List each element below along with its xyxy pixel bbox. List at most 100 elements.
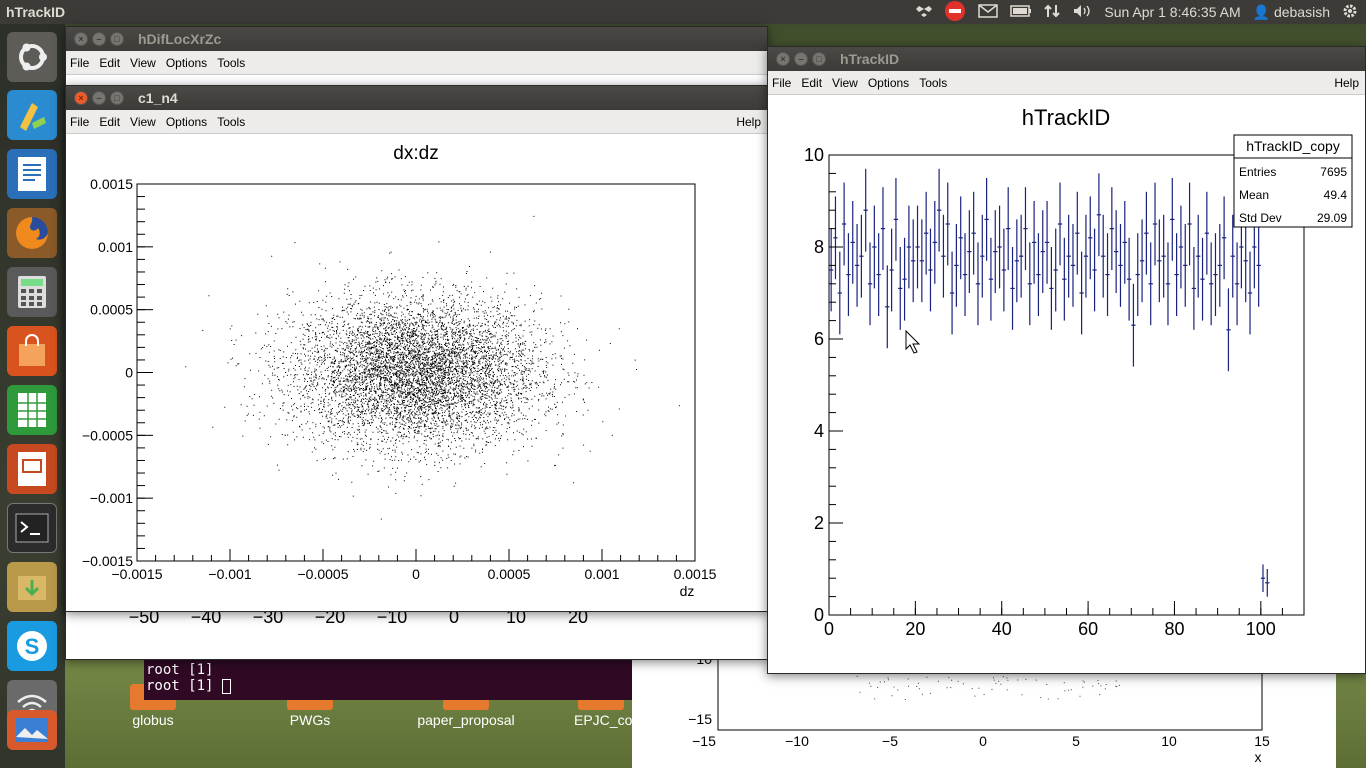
titlebar[interactable]: × – □ c1_n4 <box>66 86 767 110</box>
window-c1-n4[interactable]: × – □ c1_n4 File Edit View Options Tools H… <box>65 85 768 612</box>
y-tick-label: −0.001 <box>90 490 133 506</box>
stats-box[interactable]: hTrackID_copy Entries 7695 Mean 49.4 Std… <box>1233 134 1353 228</box>
histogram-bin <box>859 214 864 298</box>
histogram-bin <box>1040 210 1045 293</box>
histogram-bin <box>1213 233 1218 316</box>
titlebar[interactable]: × – □ hDifLocXrZc <box>66 27 767 51</box>
dropbox-icon[interactable] <box>916 4 933 21</box>
y-tick-label: 10 <box>804 145 824 165</box>
histogram-bin <box>837 251 842 335</box>
menu-options[interactable]: Options <box>165 114 208 129</box>
launcher-calc-spreadsheet[interactable] <box>7 385 57 435</box>
menu-options[interactable]: Options <box>867 75 910 90</box>
background-scatter-points <box>856 675 1120 700</box>
histogram-bin <box>1144 191 1149 275</box>
archive-icon <box>18 576 46 600</box>
histogram-axes: 0 20 40 60 80 100 0 2 4 6 8 10 <box>804 145 1305 639</box>
histogram-bin <box>863 168 868 252</box>
menu-edit[interactable]: Edit <box>801 75 823 90</box>
histogram-bin <box>936 168 942 252</box>
minimize-button[interactable]: – <box>92 91 106 105</box>
volume-icon[interactable] <box>1072 3 1092 22</box>
histogram-bin <box>880 187 886 270</box>
window-htrackid[interactable]: × – □ hTrackID File Edit View Options Tool… <box>767 46 1366 674</box>
histogram-bin <box>1260 564 1266 592</box>
menu-tools[interactable]: Tools <box>217 114 246 129</box>
launcher-impress[interactable] <box>7 444 57 494</box>
maximize-button[interactable]: □ <box>110 32 124 46</box>
close-button[interactable]: × <box>776 52 790 66</box>
histogram-bin <box>1183 224 1188 307</box>
terminal-prompt-line[interactable]: root [1] <box>146 678 630 694</box>
maximize-button[interactable]: □ <box>812 52 826 66</box>
launcher-skype[interactable]: S <box>7 621 57 671</box>
battery-icon[interactable] <box>1010 4 1032 21</box>
histogram-bin <box>1001 228 1007 312</box>
shopping-bag-icon <box>19 334 45 366</box>
histogram-bin <box>1122 201 1127 284</box>
menu-file[interactable]: File <box>70 55 90 70</box>
menu-tools[interactable]: Tools <box>217 55 246 70</box>
histogram-bin <box>854 224 860 307</box>
terminal-window[interactable]: root [1] root [1] <box>144 660 632 700</box>
menu-options[interactable]: Options <box>165 55 208 70</box>
menu-edit[interactable]: Edit <box>99 55 121 70</box>
menu-file[interactable]: File <box>70 114 90 129</box>
launcher-calculator[interactable] <box>7 267 57 317</box>
menu-edit[interactable]: Edit <box>99 114 121 129</box>
dash-home-button[interactable] <box>7 32 57 82</box>
menu-tools[interactable]: Tools <box>919 75 948 90</box>
presentation-icon <box>18 452 46 486</box>
gear-icon[interactable] <box>1342 3 1358 22</box>
clock[interactable]: Sun Apr 1 8:46:35 AM <box>1104 4 1241 20</box>
histogram-bin <box>902 237 907 321</box>
histogram-canvas[interactable]: hTrackID 0 20 40 60 80 100 0 2 4 6 8 10 hTrackID_co… <box>768 95 1365 673</box>
active-app-title: hTrackID <box>6 4 66 20</box>
histogram-bin <box>1096 173 1102 257</box>
launcher-archive-manager[interactable] <box>7 562 57 612</box>
do-not-disturb-icon[interactable] <box>944 0 966 25</box>
menubar: File Edit View Options Tools <box>66 51 767 75</box>
network-icon[interactable] <box>1044 3 1061 22</box>
bg-x-tick-label: −15 <box>692 733 716 749</box>
histogram-bin <box>971 191 976 275</box>
launcher-writer[interactable] <box>7 149 57 199</box>
launcher-software-center[interactable] <box>7 90 57 140</box>
menu-help[interactable]: Help <box>736 114 761 129</box>
menubar: File Edit View Options Tools Help <box>66 110 767 134</box>
hdif-x-ticks: −50 −40 −30 −20 −10 0 10 20 <box>129 607 588 627</box>
menu-view[interactable]: View <box>832 75 858 90</box>
close-button[interactable]: × <box>74 91 88 105</box>
background-x-ticks: −15 −10 −5 0 5 10 15 <box>692 733 1270 749</box>
launcher-image-viewer[interactable] <box>7 710 57 750</box>
x-tick-label: −40 <box>191 607 222 627</box>
scatter-points <box>185 215 680 520</box>
histogram-bin <box>1200 237 1205 321</box>
scatter-canvas[interactable]: dx:dz −0.0015 −0.001 −0.0005 0 0.0005 0.001 0.… <box>66 134 767 611</box>
minimize-button[interactable]: – <box>92 32 106 46</box>
user-menu[interactable]: 👤 debasish <box>1253 4 1330 21</box>
scatter-point-cloud <box>185 215 680 520</box>
user-name: debasish <box>1273 3 1330 20</box>
menu-file[interactable]: File <box>772 75 792 90</box>
histogram-bin <box>1230 214 1235 298</box>
scatter-axes: −0.0015 −0.001 −0.0005 0 0.0005 0.001 0.0015 0.… <box>82 176 717 582</box>
histogram-bin <box>1036 233 1041 316</box>
mail-icon[interactable] <box>978 3 999 21</box>
stats-std-label: Std Dev <box>1239 211 1282 225</box>
menu-help[interactable]: Help <box>1334 75 1359 90</box>
histogram-bin <box>1217 224 1222 307</box>
menu-view[interactable]: View <box>130 55 156 70</box>
histogram-bin <box>915 205 920 289</box>
launcher-firefox[interactable] <box>7 208 57 258</box>
maximize-button[interactable]: □ <box>110 91 124 105</box>
close-button[interactable]: × <box>74 32 88 46</box>
menu-view[interactable]: View <box>130 114 156 129</box>
launcher-app-store[interactable] <box>7 326 57 376</box>
launcher-terminal[interactable] <box>7 503 57 553</box>
histogram-bin <box>1044 201 1050 284</box>
bg-x-tick-label: 0 <box>979 733 987 749</box>
minimize-button[interactable]: – <box>794 52 808 66</box>
titlebar[interactable]: × – □ hTrackID <box>768 47 1365 71</box>
histogram-bin <box>1139 219 1145 303</box>
